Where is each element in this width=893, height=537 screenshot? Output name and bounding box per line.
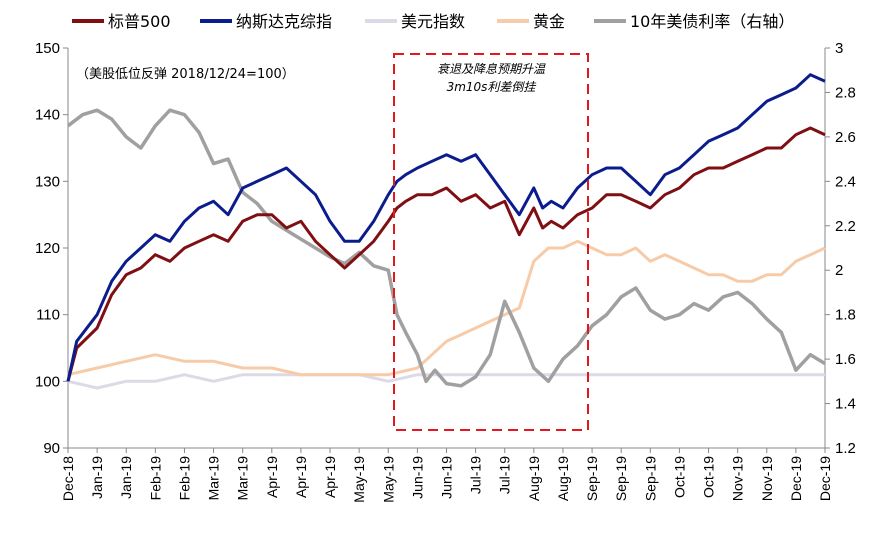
right-tick-label: 1.8 (835, 307, 856, 324)
x-tick-label: Mar-19 (206, 456, 222, 501)
x-tick-label: Apr-19 (293, 456, 309, 498)
x-tick-label: Aug-19 (555, 456, 571, 501)
left-tick-label: 100 (35, 373, 60, 390)
legend-label-sp500: 标普500 (108, 12, 171, 31)
right-tick-label: 1.6 (835, 351, 856, 368)
series-layer (66, 73, 826, 390)
x-tick-label: Sep-19 (642, 456, 658, 501)
x-tick-label: Jan-19 (89, 456, 105, 499)
left-tick-label: 120 (35, 240, 60, 257)
x-axis: Dec-18 Jan-19 Jan-19 Feb-19 Feb-19 Mar-19 Mar-… (60, 447, 833, 503)
right-tick-label: 2 (835, 262, 843, 279)
right-tick-label: 2.2 (835, 218, 856, 235)
right-tick-label: 1.4 (835, 396, 856, 413)
x-tick-label: Nov-19 (759, 456, 775, 501)
x-tick-label: Apr-19 (264, 456, 280, 498)
left-tick-label: 110 (36, 307, 60, 324)
x-tick-label: Mar-19 (235, 456, 251, 501)
series-dxy-line (67, 373, 825, 390)
x-tick-label: Apr-19 (322, 456, 338, 498)
right-tick-label: 3 (835, 40, 843, 57)
x-tick-label: Dec-19 (788, 456, 804, 501)
x-tick-label: Feb-19 (147, 456, 163, 501)
x-tick-label: Sep-19 (584, 456, 600, 501)
legend: 标普500 纳斯达克综指 美元指数 黄金 10年美债利率（右轴） (72, 12, 794, 31)
x-tick-label: Feb-19 (176, 456, 192, 501)
x-tick-label: Dec-18 (60, 456, 76, 501)
x-tick-label: Sep-19 (613, 456, 629, 501)
right-tick-label: 1.2 (835, 440, 856, 457)
x-tick-label: Aug-19 (526, 456, 542, 501)
right-tick-labels: 1.2 1.4 1.6 1.8 2 2.2 2.4 2.6 2.8 3 (825, 40, 856, 457)
annotation-line-2: 3m10s利差倒挂 (447, 80, 537, 94)
x-tick-label: Jul-19 (497, 456, 513, 494)
x-tick-label: May-19 (380, 456, 396, 503)
right-y-axis: 1.2 1.4 1.6 1.8 2 2.2 2.4 2.6 2.8 3 (824, 40, 856, 457)
left-tick-label: 150 (35, 40, 60, 57)
legend-label-nasdaq: 纳斯达克综指 (236, 12, 332, 31)
x-tick-label: Jun-19 (409, 456, 425, 499)
x-tick-label: Oct-19 (701, 456, 717, 498)
x-tick-label: Jan-19 (118, 456, 134, 499)
x-tick-label: Dec-19 (817, 456, 833, 501)
x-tick-label: Oct-19 (671, 456, 687, 498)
series-ust10y-line (66, 108, 826, 388)
series-sp500-line (66, 126, 826, 382)
x-tick-label: Nov-19 (730, 456, 746, 501)
left-tick-label: 140 (35, 107, 60, 124)
x-tick-labels: Dec-18 Jan-19 Jan-19 Feb-19 Feb-19 Mar-19 Mar-… (60, 448, 833, 503)
highlight-box (393, 53, 589, 431)
x-tick-label: Jun-19 (439, 456, 455, 499)
right-tick-label: 2.4 (835, 173, 856, 190)
right-tick-label: 2.6 (835, 129, 856, 146)
left-tick-label: 130 (35, 173, 60, 190)
legend-label-dxy: 美元指数 (401, 12, 465, 31)
legend-label-ust10y: 10年美债利率（右轴） (630, 12, 794, 31)
x-tick-label: May-19 (351, 456, 367, 503)
left-tick-labels: 90 100 110 120 130 140 150 (35, 40, 68, 457)
series-nasdaq-line (66, 73, 826, 382)
series-gold-line (67, 239, 826, 377)
right-tick-label: 2.8 (835, 84, 856, 101)
annotation-line-1: 衰退及降息预期升温 (437, 62, 546, 76)
left-y-axis: 90 100 110 120 130 140 150 (35, 40, 69, 457)
x-tick-label: Jul-19 (468, 456, 484, 494)
legend-label-gold: 黄金 (533, 12, 565, 31)
chart-note: （美股低位反弹 2018/12/24=100） (76, 67, 295, 82)
left-tick-label: 90 (43, 440, 60, 457)
